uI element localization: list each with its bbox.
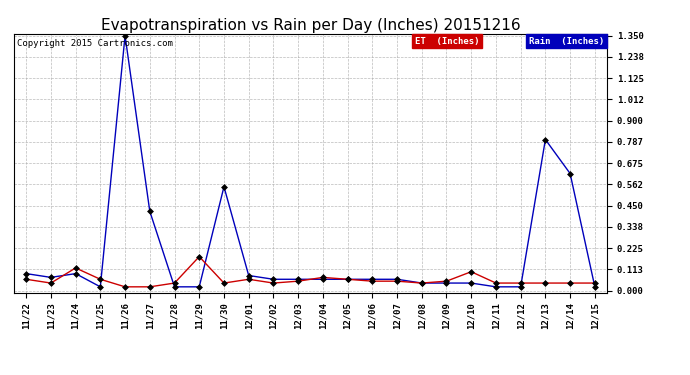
- Text: Rain  (Inches): Rain (Inches): [529, 36, 604, 45]
- Text: Copyright 2015 Cartronics.com: Copyright 2015 Cartronics.com: [17, 39, 172, 48]
- Title: Evapotranspiration vs Rain per Day (Inches) 20151216: Evapotranspiration vs Rain per Day (Inch…: [101, 18, 520, 33]
- Text: ET  (Inches): ET (Inches): [415, 36, 480, 45]
